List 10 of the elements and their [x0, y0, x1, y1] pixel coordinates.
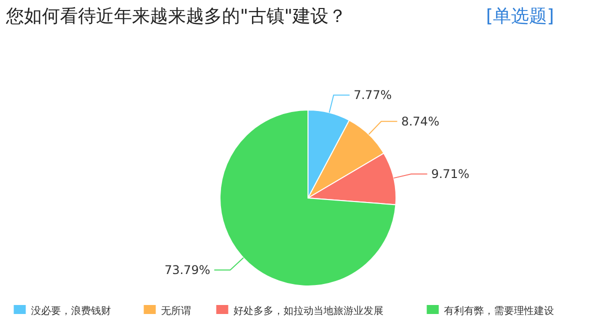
data-label: 9.71% [431, 166, 470, 181]
legend-label: 有利有弊，需要理性建设 [444, 305, 554, 317]
data-label: 73.79% [164, 263, 210, 278]
data-label: 8.74% [401, 114, 440, 128]
legend-label: 没必要，浪费钱财 [30, 305, 111, 317]
data-label: 7.77% [354, 88, 392, 102]
chart-subtitle: [单选题] [486, 6, 554, 27]
legend-label: 好处多多，如拉动当地旅游业发展 [233, 305, 384, 317]
chart-title: 您如何看待近年来越来越多的"古镇"建设？ [5, 6, 347, 27]
legend-label: 无所谓 [160, 305, 191, 317]
